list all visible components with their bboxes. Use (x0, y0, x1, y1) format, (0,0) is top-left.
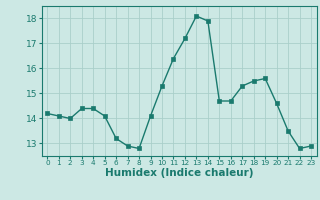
X-axis label: Humidex (Indice chaleur): Humidex (Indice chaleur) (105, 168, 253, 178)
